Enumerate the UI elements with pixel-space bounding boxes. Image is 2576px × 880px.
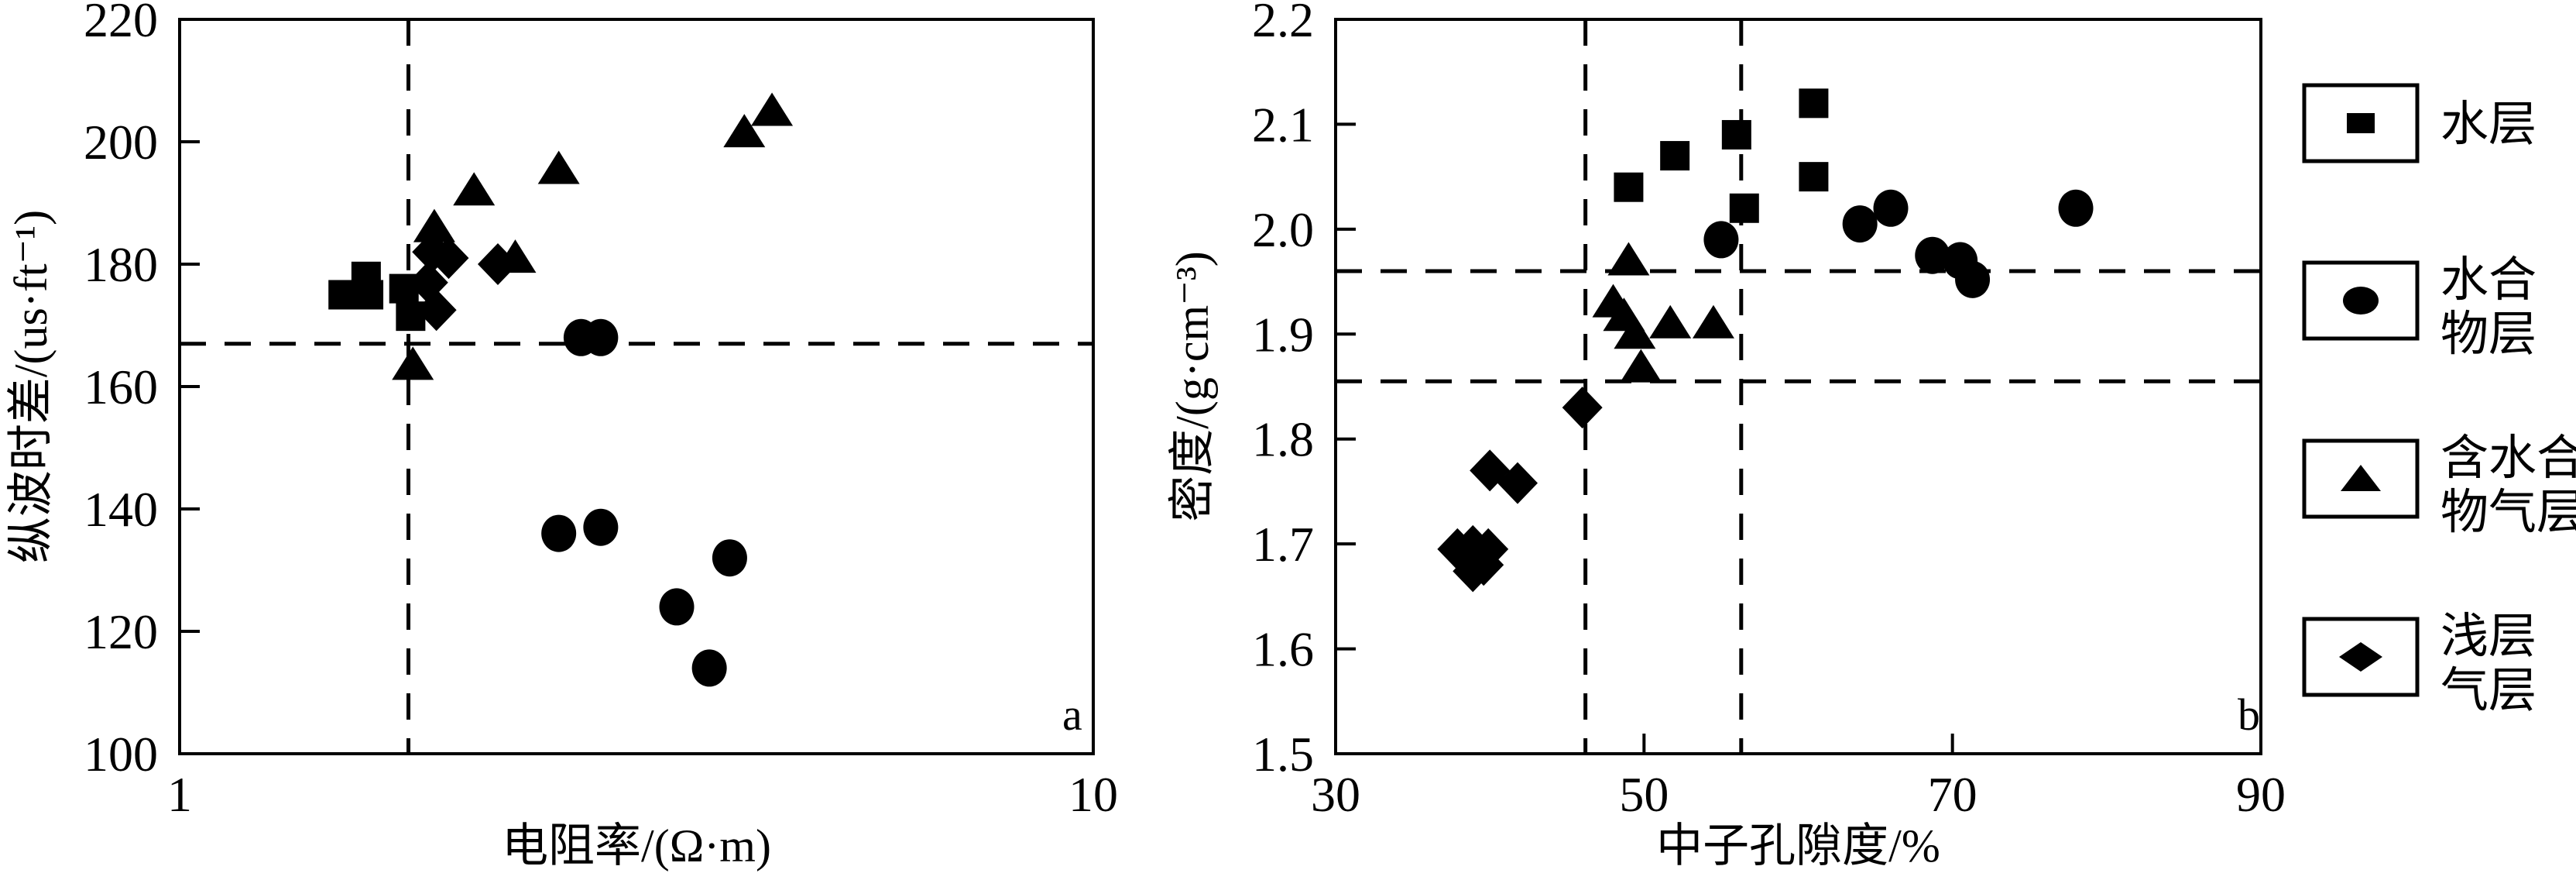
y-tick-label-b: 1.6	[1252, 622, 1314, 677]
legend-entry-square: 水层	[2302, 83, 2537, 163]
y-tick-label-b: 1.8	[1252, 412, 1314, 467]
marker-square	[1660, 141, 1690, 171]
legend-box	[2302, 617, 2420, 697]
x-tick-label-b: 30	[1311, 767, 1360, 822]
marker-diamond	[1562, 387, 1603, 429]
series-a-circle	[541, 318, 747, 687]
y-tick-label-b: 1.5	[1252, 727, 1314, 782]
marker-circle	[1873, 189, 1909, 227]
y-tick-label-a: 120	[84, 604, 158, 659]
marker-triangle	[751, 92, 794, 126]
series-a-square	[328, 261, 426, 332]
marker-circle	[1915, 236, 1950, 274]
plot-frame-a	[178, 18, 1095, 755]
y-tick-label-a: 200	[84, 115, 158, 170]
square-icon	[2347, 113, 2375, 133]
legend-label: 物层	[2441, 308, 2537, 361]
y-tick-label-b: 1.7	[1252, 517, 1314, 572]
marker-triangle	[723, 114, 766, 148]
marker-circle	[583, 318, 619, 356]
legend-label: 水层	[2441, 98, 2537, 151]
panel-label-b: b	[2238, 689, 2260, 740]
marker-triangle	[1620, 349, 1662, 383]
diamond-icon	[2339, 642, 2382, 672]
y-axis-title-a: 纵波时差/(us·ft⁻¹)	[5, 210, 57, 563]
x-tick-label-b: 50	[1619, 767, 1669, 822]
y-axis-title-b: 密度/(g·cm⁻³)	[1167, 251, 1218, 522]
panel-label-a: a	[1062, 689, 1082, 740]
marker-square	[1614, 172, 1644, 202]
plot-frame-b	[1334, 18, 2262, 755]
x-tick-label-a: 10	[1068, 767, 1118, 822]
x-tick-label-b: 90	[2236, 767, 2286, 822]
marker-square	[1799, 88, 1829, 119]
marker-circle	[541, 514, 577, 552]
y-tick-label-a: 220	[84, 0, 158, 47]
marker-square	[1721, 119, 1751, 150]
legend-label: 气层	[2441, 665, 2537, 717]
y-tick-label-a: 180	[84, 237, 158, 292]
marker-diamond	[1463, 544, 1504, 586]
triangle-icon	[2341, 465, 2381, 491]
marker-circle	[691, 649, 727, 687]
marker-triangle	[392, 346, 434, 380]
marker-circle	[1955, 260, 1991, 298]
marker-triangle	[1692, 304, 1734, 339]
circle-icon	[2343, 287, 2379, 315]
series-b-triangle	[1592, 242, 1734, 383]
marker-triangle	[537, 150, 580, 184]
y-tick-label-a: 160	[84, 359, 158, 414]
legend-box	[2302, 83, 2420, 163]
legend-label: 含水合	[2441, 432, 2576, 485]
marker-triangle	[1607, 242, 1650, 276]
marker-circle	[1703, 221, 1739, 259]
legend-box	[2302, 438, 2420, 519]
y-tick-label-a: 100	[84, 727, 158, 782]
marker-triangle	[1649, 304, 1692, 339]
y-tick-label-b: 2.2	[1252, 0, 1314, 47]
series-b-circle	[1703, 189, 2094, 298]
chart-a: 100 120 140 160 180 200 220 1 10 a 电阻率/(Ω·m) 纵波时差/(…	[5, 0, 1118, 871]
marker-circle	[2058, 189, 2094, 227]
marker-circle	[712, 539, 747, 577]
y-tick-label-b: 1.9	[1252, 307, 1314, 362]
marker-circle	[659, 588, 695, 626]
legend-label: 物气层	[2441, 486, 2576, 539]
x-axis-title-b: 中子孔隙度/%	[1656, 820, 1940, 871]
marker-triangle	[453, 172, 496, 206]
marker-diamond	[428, 237, 469, 280]
series-a-diamond	[407, 231, 518, 332]
marker-triangle	[413, 208, 455, 242]
legend-box	[2302, 260, 2420, 341]
marker-circle	[583, 508, 619, 546]
y-tick-label-b: 2.0	[1252, 202, 1314, 257]
x-tick-label-b: 70	[1928, 767, 1977, 822]
marker-square	[1729, 193, 1759, 223]
x-tick-label-a: 1	[167, 767, 192, 822]
series-b-square	[1614, 88, 1829, 223]
legend-label: 水合	[2441, 254, 2537, 307]
legend-label: 浅层	[2441, 610, 2537, 663]
marker-diamond	[416, 289, 457, 332]
marker-diamond	[477, 243, 518, 285]
marker-square	[354, 280, 384, 310]
x-axis-title-a: 电阻率/(Ω·m)	[502, 820, 771, 871]
y-tick-label-a: 140	[84, 482, 158, 537]
chart-b: 1.5 1.6 1.7 1.8 1.9 2.0 2.1 2.2 30 50 70 90 b 中子孔隙度/%…	[1167, 0, 2286, 871]
marker-square	[1799, 162, 1829, 192]
y-tick-label-b: 2.1	[1252, 97, 1314, 152]
marker-diamond	[1497, 462, 1538, 504]
series-b-diamond	[1437, 387, 1603, 593]
marker-triangle	[1614, 315, 1656, 349]
marker-circle	[1842, 205, 1878, 243]
